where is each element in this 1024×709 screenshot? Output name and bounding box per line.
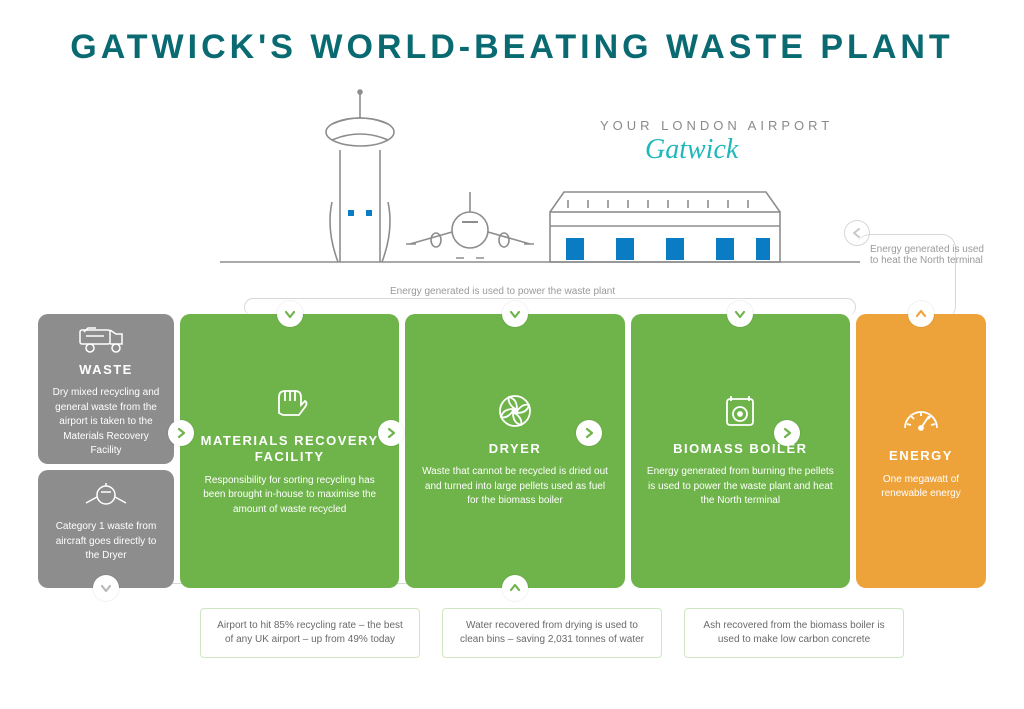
waste-card-top: WASTE Dry mixed recycling and general wa… (38, 314, 174, 464)
loop-left-arrow (844, 220, 870, 246)
energy-body: One megawatt of renewable energy (870, 473, 972, 502)
arrow-waste-to-mrf (168, 420, 194, 446)
flow-label-right: Energy generated is used to heat the Nor… (870, 244, 990, 266)
waste-top-body: Dry mixed recycling and general waste fr… (52, 386, 160, 459)
aircraft-icon (84, 480, 128, 514)
waste-title: WASTE (79, 362, 133, 378)
process-row: WASTE Dry mixed recycling and general wa… (38, 314, 986, 588)
boiler-body: Energy generated from burning the pellet… (645, 465, 836, 509)
stage-mrf: MATERIALS RECOVERY FACILITY Responsibili… (180, 314, 399, 588)
flow-label-top: Energy generated is used to power the wa… (390, 286, 615, 297)
dryer-bottom-arrow (502, 575, 528, 601)
energy-top-arrow (908, 301, 934, 327)
mrf-body: Responsibility for sorting recycling has… (194, 474, 385, 518)
stage-energy: ENERGY One megawatt of renewable energy (856, 314, 986, 588)
arrow-mrf-to-dryer (378, 420, 404, 446)
page-title: GATWICK'S WORLD-BEATING WASTE PLANT (0, 0, 1024, 67)
glove-icon (271, 383, 309, 423)
dryer-body: Waste that cannot be recycled is dried o… (419, 465, 610, 509)
boiler-icon (723, 391, 757, 431)
facts-row: Airport to hit 85% recycling rate – the … (200, 608, 904, 658)
stage-dryer: DRYER Waste that cannot be recycled is d… (405, 314, 624, 588)
waste-card-bottom: Category 1 waste from aircraft goes dire… (38, 470, 174, 588)
mrf-top-arrow (277, 301, 303, 327)
truck-icon (78, 324, 134, 354)
boiler-top-arrow (727, 301, 753, 327)
fan-icon (497, 391, 533, 431)
waste-bottom-body: Category 1 waste from aircraft goes dire… (52, 520, 160, 564)
airport-illustration (220, 80, 944, 265)
fact-recycling: Airport to hit 85% recycling rate – the … (200, 608, 420, 658)
arrow-boiler-to-energy (774, 420, 800, 446)
dryer-title: DRYER (489, 441, 542, 457)
fact-water: Water recovered from drying is used to c… (442, 608, 662, 658)
energy-title: ENERGY (889, 448, 953, 464)
dryer-top-arrow (502, 301, 528, 327)
gauge-icon (901, 398, 941, 438)
arrow-dryer-to-boiler (576, 420, 602, 446)
tagline: YOUR LONDON AIRPORT (600, 118, 833, 133)
mrf-title: MATERIALS RECOVERY FACILITY (194, 433, 385, 466)
waste-down-arrow (93, 575, 119, 601)
fact-ash: Ash recovered from the biomass boiler is… (684, 608, 904, 658)
stage-boiler: BIOMASS BOILER Energy generated from bur… (631, 314, 850, 588)
brand-logo: Gatwick (645, 134, 738, 166)
